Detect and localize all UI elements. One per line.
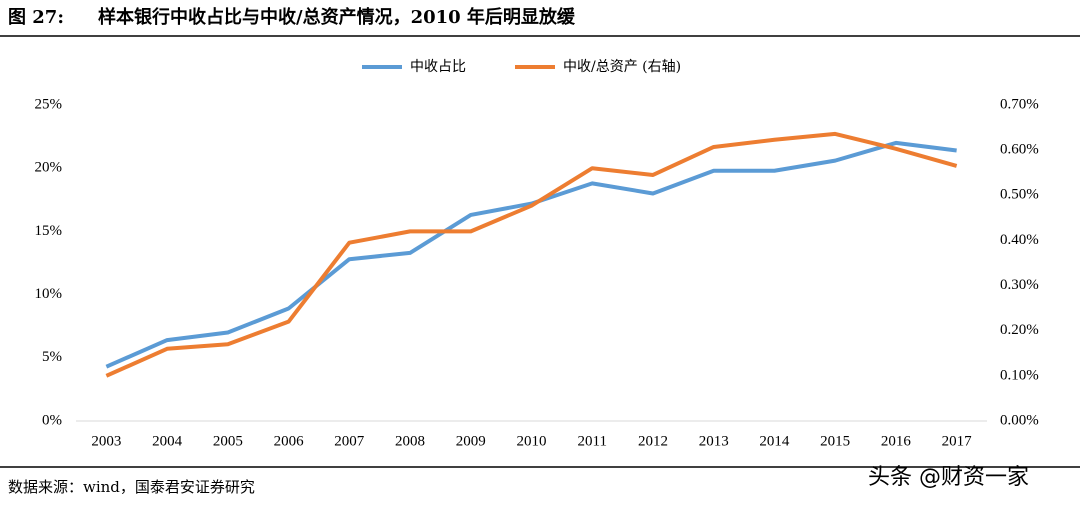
y-tick-label: 25% — [35, 96, 63, 112]
y2-tick-label: 0.40% — [1000, 232, 1039, 248]
y2-tick-label: 0.50% — [1000, 187, 1039, 203]
x-tick-label: 2013 — [699, 433, 729, 449]
y2-tick-label: 0.00% — [1000, 412, 1039, 428]
legend-label: 中收/总资产 (右轴) — [563, 59, 681, 75]
y2-tick-label: 0.30% — [1000, 277, 1039, 293]
figure-label: 图 27: — [8, 7, 64, 28]
x-tick-label: 2016 — [881, 433, 912, 449]
x-tick-label: 2014 — [759, 433, 790, 449]
x-tick-label: 2008 — [395, 433, 425, 449]
watermark: 头条 @财资一家 — [868, 465, 1029, 490]
x-tick-label: 2003 — [91, 433, 121, 449]
y-tick-label: 20% — [35, 160, 63, 176]
y2-tick-label: 0.10% — [1000, 367, 1039, 383]
y-tick-label: 0% — [42, 412, 62, 428]
x-tick-label: 2007 — [334, 433, 365, 449]
x-tick-label: 2015 — [820, 433, 850, 449]
x-tick-label: 2011 — [578, 433, 607, 449]
x-tick-label: 2009 — [456, 433, 486, 449]
y2-tick-label: 0.70% — [1000, 96, 1039, 112]
y-tick-label: 5% — [42, 349, 62, 365]
x-tick-label: 2012 — [638, 433, 668, 449]
y-tick-label: 15% — [35, 223, 63, 239]
x-tick-label: 2006 — [274, 433, 305, 449]
y2-tick-label: 0.60% — [1000, 142, 1039, 158]
x-tick-label: 2010 — [517, 433, 547, 449]
series-line — [105, 140, 957, 369]
legend-label: 中收占比 — [410, 59, 466, 75]
x-tick-label: 2005 — [213, 433, 243, 449]
source: 数据来源：wind，国泰君安证券研究 — [8, 478, 255, 496]
x-tick-label: 2004 — [152, 433, 183, 449]
chart-title: 样本银行中收占比与中收/总资产情况，2010 年后明显放缓 — [98, 6, 576, 28]
y-tick-label: 10% — [35, 286, 63, 302]
x-tick-label: 2017 — [942, 433, 973, 449]
y2-tick-label: 0.20% — [1000, 322, 1039, 338]
series-line — [105, 131, 958, 378]
